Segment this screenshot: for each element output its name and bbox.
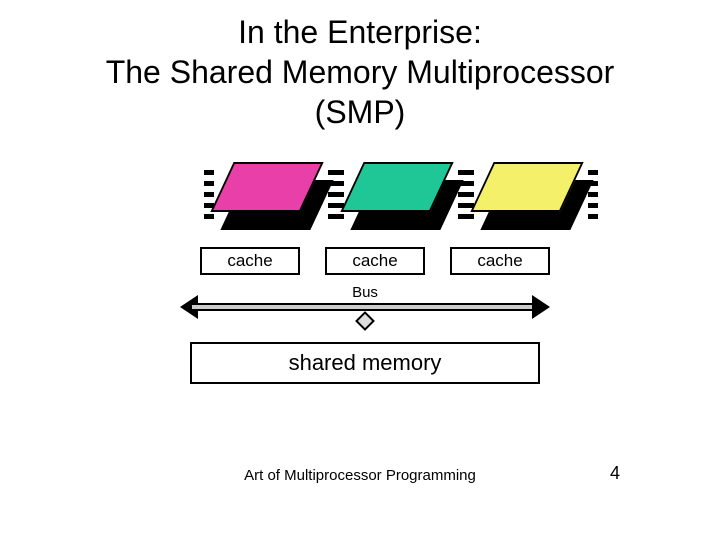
chip-pin-icon (588, 203, 598, 208)
chip-pin-icon (464, 170, 474, 175)
chip-pin-icon (588, 181, 598, 186)
cache-box-1: cache (325, 247, 425, 275)
processor-chip-2 (482, 162, 592, 232)
cache-label: cache (352, 251, 397, 270)
chip-pin-icon (334, 170, 344, 175)
title-line-3: (SMP) (315, 94, 406, 130)
chip-pin-icon (334, 181, 344, 186)
bus: Bus (180, 292, 550, 322)
cache-box-2: cache (450, 247, 550, 275)
cache-box-0: cache (200, 247, 300, 275)
chip-pin-icon (334, 192, 344, 197)
bus-arrow-right-icon (532, 295, 550, 319)
title-line-1: In the Enterprise: (238, 14, 482, 50)
chip-pins-l-icon (464, 170, 470, 219)
page-number: 4 (610, 463, 620, 484)
cache-label: cache (477, 251, 522, 270)
shared-memory-box: shared memory (190, 342, 540, 384)
chip-pin-icon (588, 192, 598, 197)
bus-line (192, 303, 538, 311)
chip-pins-r-icon (588, 170, 594, 219)
chip-pin-icon (204, 214, 214, 219)
chip-pin-icon (204, 203, 214, 208)
chip-pin-icon (464, 203, 474, 208)
chip-pin-icon (204, 181, 214, 186)
smp-diagram: Bus shared memory Art of Multiprocessor … (0, 132, 720, 512)
title-line-2: The Shared Memory Multiprocessor (106, 54, 615, 90)
chip-pin-icon (588, 214, 598, 219)
chip-pin-icon (464, 181, 474, 186)
chip-pin-icon (464, 214, 474, 219)
chip-pin-icon (204, 170, 214, 175)
chip-pin-icon (464, 192, 474, 197)
chip-pin-icon (204, 192, 214, 197)
cache-label: cache (227, 251, 272, 270)
processor-chip-0 (222, 162, 332, 232)
chip-pins-l-icon (334, 170, 340, 219)
chip-pin-icon (334, 214, 344, 219)
chip-pin-icon (334, 203, 344, 208)
chip-pins-l-icon (204, 170, 210, 219)
shared-memory-label: shared memory (289, 350, 442, 375)
slide-title: In the Enterprise: The Shared Memory Mul… (0, 0, 720, 132)
processor-chip-1 (352, 162, 462, 232)
bus-connector-icon (355, 311, 375, 331)
bus-label: Bus (180, 284, 550, 301)
chip-pin-icon (588, 170, 598, 175)
